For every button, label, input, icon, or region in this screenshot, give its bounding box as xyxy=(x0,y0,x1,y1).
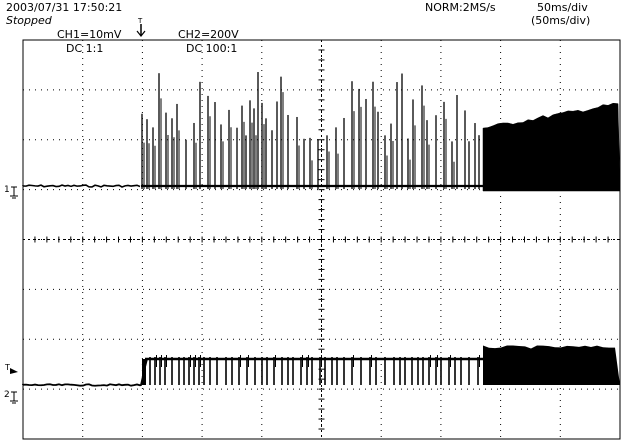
ch1-marker-label: 1 xyxy=(4,185,10,195)
ch2-coupling-label: DC 100:1 xyxy=(186,42,238,55)
timebase-readout: 50ms/div xyxy=(537,1,588,14)
acquisition-status: Stopped xyxy=(6,14,52,27)
ch1-ground-marker: 1 xyxy=(4,185,18,199)
ch1-scale-label: CH1=10mV xyxy=(57,28,122,41)
trigger-top-label: T xyxy=(137,17,143,25)
ch2-scale-label: CH2=200V xyxy=(178,28,239,41)
sample-rate-readout: NORM:2MS/s xyxy=(425,1,496,14)
trigger-left-label: T xyxy=(4,363,10,372)
ch2-ground-marker: 2 xyxy=(4,390,18,404)
trigger-level-marker: T xyxy=(4,363,18,374)
ch1-trace xyxy=(22,72,621,192)
ch2-trace xyxy=(22,345,620,387)
zoom-timebase-readout: (50ms/div) xyxy=(531,14,591,27)
datetime-readout: 2003/07/31 17:50:21 xyxy=(6,1,123,14)
ch2-marker-label: 2 xyxy=(4,390,10,400)
trigger-position-marker: T xyxy=(136,17,146,37)
ch1-coupling-label: DC 1:1 xyxy=(66,42,104,55)
